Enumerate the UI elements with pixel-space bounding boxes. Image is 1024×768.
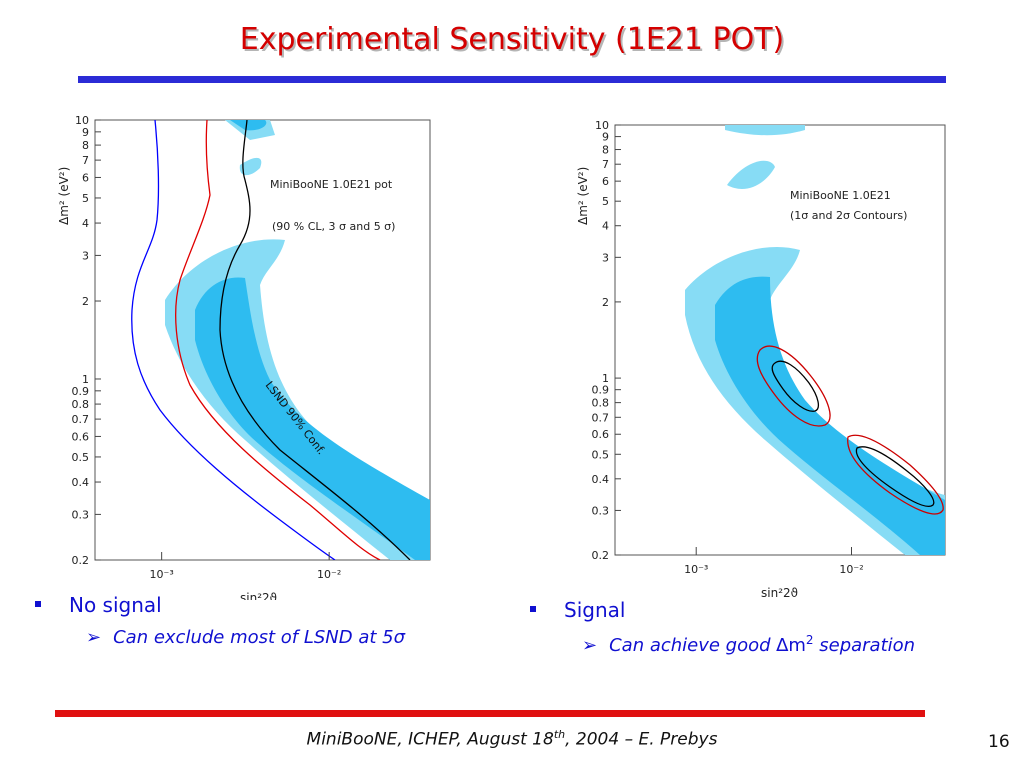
y-tick-label: 0.3: [592, 504, 610, 517]
superscript-2: 2: [805, 633, 814, 647]
slide-title: Experimental Sensitivity (1E21 POT): [239, 22, 785, 57]
footer-text-prefix: MiniBooNE, ICHEP, August 18: [306, 729, 554, 750]
sigma1-contour-upper: [771, 360, 820, 412]
small-blob: [727, 160, 775, 189]
lsnd-top-band: [725, 125, 805, 136]
x-axis-label: sin²2ϑ: [240, 591, 277, 600]
y-tick-label: 0.7: [592, 411, 610, 424]
page-number: 16: [988, 732, 1010, 752]
y-tick-label: 8: [602, 144, 609, 157]
sigma2-contour-lower: [847, 434, 944, 515]
y-tick-label: 0.4: [72, 476, 90, 489]
y-tick-label: 10: [75, 114, 89, 127]
sigma5-contour: [219, 120, 411, 560]
m-symbol: m: [788, 635, 806, 656]
y-tick-label: 5: [82, 192, 89, 205]
slide-footer: MiniBooNE, ICHEP, August 18th, 2004 – E.…: [0, 728, 1024, 750]
title-divider: [78, 76, 946, 83]
x-tick-label: 10⁻³: [684, 563, 708, 576]
y-tick-label: 0.7: [72, 413, 90, 426]
y-tick-label: 0.9: [592, 384, 610, 397]
y-tick-label: 0.3: [72, 508, 90, 521]
annotation-subtitle: (1σ and 2σ Contours): [790, 209, 907, 222]
y-tick-label: 0.4: [592, 473, 610, 486]
sub-bullet-separation: ➢ Can achieve good ∆m2 separation: [582, 633, 915, 656]
y-axis-label: Δm² (eV²): [576, 167, 590, 225]
footer-divider: [55, 710, 925, 717]
lsnd-top-blob: [230, 120, 267, 131]
y-tick-label: 8: [82, 139, 89, 152]
annotation-title: MiniBooNE 1.0E21 pot: [270, 178, 393, 191]
y-tick-label: 2: [602, 296, 609, 309]
y-tick-label: 0.8: [72, 398, 90, 411]
y-tick-label: 0.5: [592, 448, 610, 461]
small-blob: [239, 157, 262, 176]
y-tick-label: 0.6: [72, 430, 90, 443]
y-tick-label: 0.8: [592, 397, 610, 410]
lsnd-inner-band: [195, 277, 430, 560]
bullet-square-icon: [530, 606, 536, 612]
delta-symbol: ∆: [776, 635, 789, 656]
footer-text-suffix: , 2004 – E. Prebys: [565, 729, 718, 750]
arrow-icon: ➢: [86, 627, 102, 648]
sigma1-contour-lower: [855, 446, 935, 507]
bullet-no-signal-text: No signal: [69, 593, 162, 617]
bullet-signal-text: Signal: [564, 598, 626, 622]
sigma3-contour: [175, 120, 381, 560]
y-tick-label: 7: [602, 158, 609, 171]
y-tick-label: 3: [602, 251, 609, 264]
y-tick-label: 4: [82, 217, 89, 230]
y-tick-label: 5: [602, 195, 609, 208]
sub-bullet-left-text: Can exclude most of LSND at 5: [113, 627, 394, 648]
sigma-symbol: σ: [393, 627, 406, 648]
x-tick-label: 10⁻²: [839, 563, 863, 576]
y-tick-label: 0.9: [72, 385, 90, 398]
x-tick-label: 10⁻³: [150, 568, 174, 581]
bullet-square-icon: [35, 601, 41, 607]
sub-bullet-exclude-lsnd: ➢ Can exclude most of LSND at 5σ: [86, 627, 405, 648]
annotation-title: MiniBooNE 1.0E21: [790, 189, 891, 202]
y-tick-label: 6: [82, 171, 89, 184]
y-tick-label: 10: [595, 119, 609, 132]
y-tick-label: 0.2: [72, 554, 90, 567]
y-tick-label: 1: [602, 372, 609, 385]
footer-sup: th: [553, 728, 566, 741]
y-tick-label: 0.5: [72, 451, 90, 464]
x-tick-label: 10⁻²: [317, 568, 341, 581]
cl90-contour: [131, 120, 336, 560]
y-tick-label: 2: [82, 295, 89, 308]
y-tick-label: 9: [602, 131, 609, 144]
y-tick-label: 6: [602, 175, 609, 188]
y-tick-label: 3: [82, 249, 89, 262]
annotation-subtitle: (90 % CL, 3 σ and 5 σ): [272, 220, 395, 233]
sub-bullet-right-prefix: Can achieve good: [609, 635, 777, 656]
y-tick-label: 0.6: [592, 428, 610, 441]
arrow-icon: ➢: [582, 635, 598, 656]
y-tick-label: 9: [82, 126, 89, 139]
y-tick-label: 0.2: [592, 549, 610, 562]
sub-bullet-right-suffix: separation: [813, 635, 916, 656]
y-axis-label: Δm² (eV²): [57, 167, 71, 225]
y-tick-label: 1: [82, 373, 89, 386]
y-tick-label: 7: [82, 154, 89, 167]
y-tick-label: 4: [602, 220, 609, 233]
sigma2-contour-upper: [756, 345, 831, 427]
x-axis-label: sin²2ϑ: [761, 586, 798, 600]
